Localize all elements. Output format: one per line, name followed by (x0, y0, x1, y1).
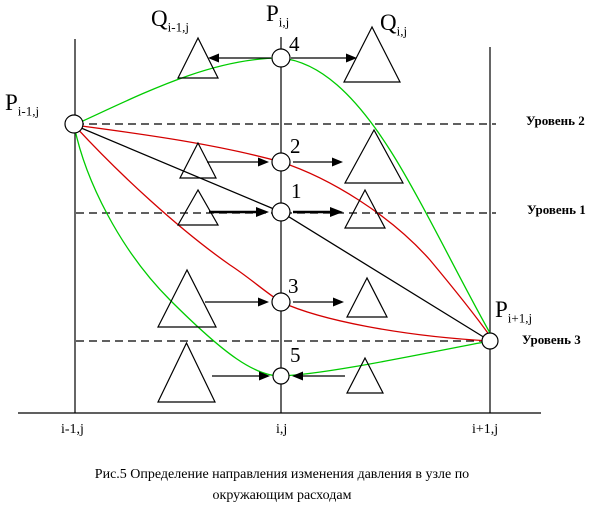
flow-triangle-3-left (157, 268, 217, 328)
curve-green-bottom-node5 (73, 124, 491, 377)
caption-line-1: Рис.5 Определение направления изменения … (94, 467, 470, 482)
flow-triangle-2-left (179, 141, 217, 179)
flow-triangle-5-right (346, 356, 384, 394)
node-circle-1 (271, 202, 291, 222)
node-circle-p-next (481, 332, 499, 350)
flow-arrow-head-3-right (333, 297, 344, 307)
flow-arrow-head-1-right (330, 207, 343, 217)
flow-triangle-1-right (344, 188, 386, 229)
flow-triangle-2-right (343, 128, 405, 184)
node-circle-p-prev (64, 114, 84, 134)
figure-caption: Рис.5 Определение направления изменения … (30, 464, 534, 506)
flow-triangle-3-right (346, 276, 388, 318)
curve-red-upper-node2 (73, 124, 491, 337)
flow-arrow-head-4-left (208, 53, 219, 63)
flow-arrow-head-1-left (256, 207, 269, 217)
flow-triangle-1-left (176, 188, 220, 226)
flow-arrow-head-5-right (292, 371, 303, 381)
node-circle-5 (272, 367, 290, 385)
flow-arrow-head-3-left (258, 297, 269, 307)
node-circle-4 (271, 48, 291, 68)
curve-red-lower-node3 (73, 124, 491, 342)
curve-green-top-node4 (73, 57, 491, 334)
caption-line-2: окружающим расходам (212, 488, 352, 503)
flow-arrow-head-4-right (346, 53, 357, 63)
node-circle-2 (271, 152, 291, 172)
flow-arrow-head-2-right (332, 157, 343, 167)
flow-triangle-5-left (157, 341, 216, 403)
node-circle-3 (271, 292, 291, 312)
flow-triangle-q-cur (343, 25, 401, 83)
flow-arrow-head-2-left (258, 157, 269, 167)
flow-arrow-head-5-left (259, 371, 270, 381)
